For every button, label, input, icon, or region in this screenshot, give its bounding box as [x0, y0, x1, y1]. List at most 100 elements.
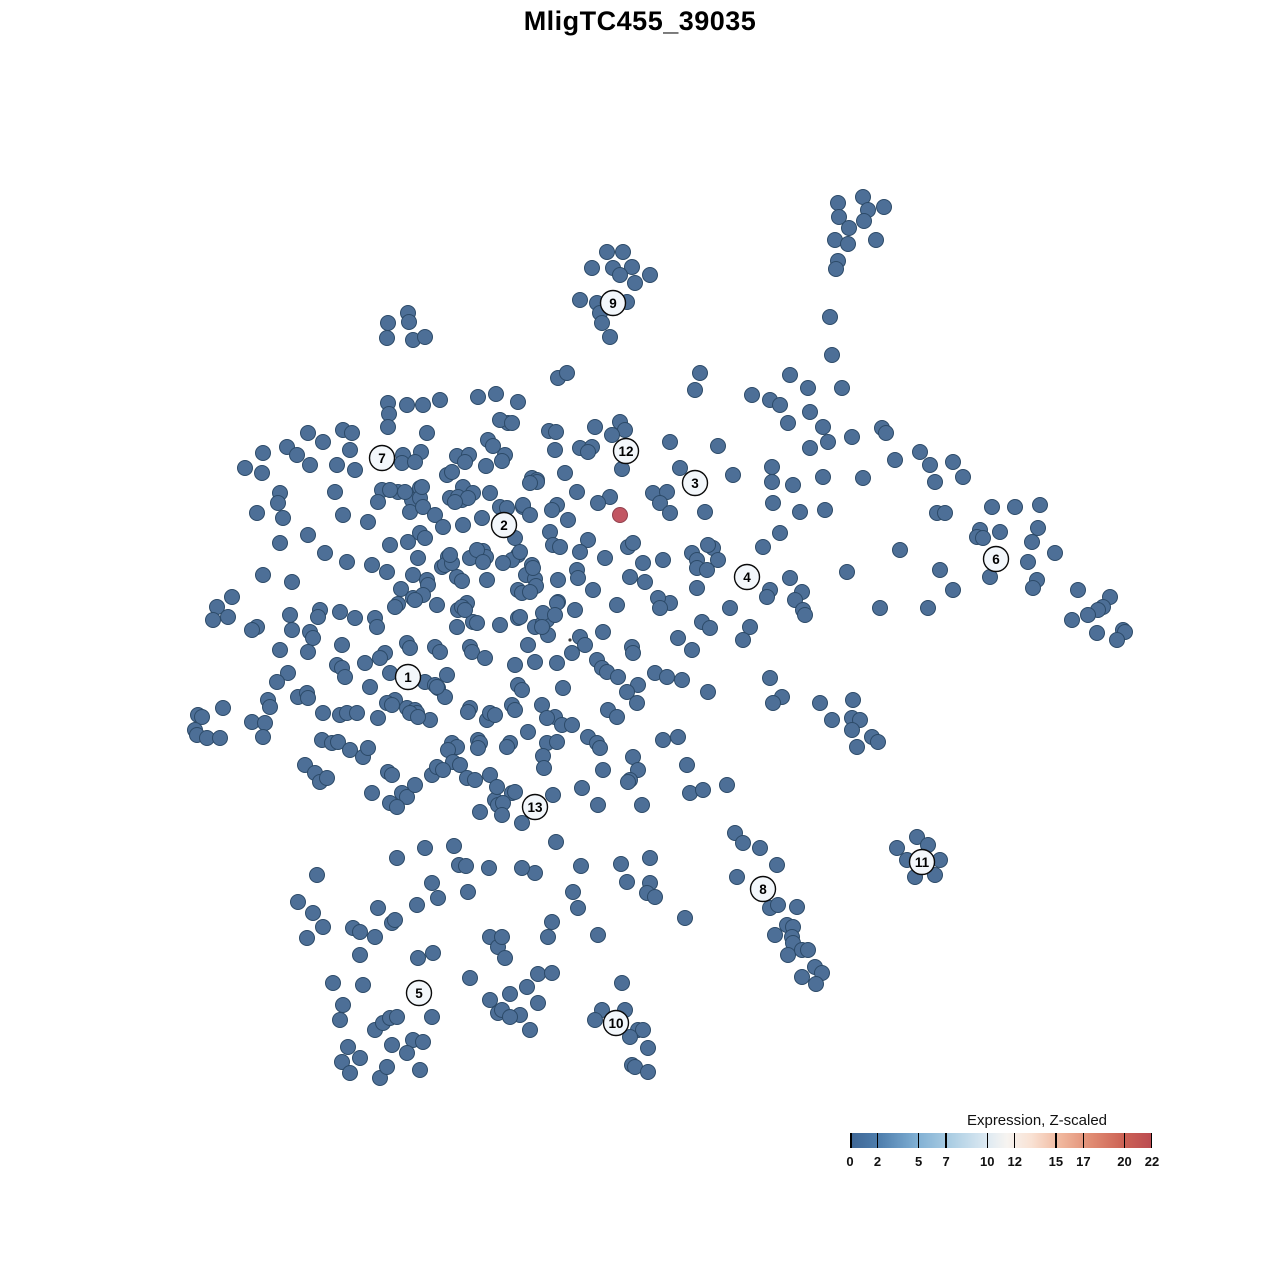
data-point — [1064, 612, 1080, 628]
data-point — [662, 434, 678, 450]
data-point — [315, 434, 331, 450]
data-point — [544, 965, 560, 981]
data-point — [335, 997, 351, 1013]
data-point — [455, 517, 471, 533]
cluster-label-text: 11 — [915, 855, 930, 870]
cluster-label-text: 6 — [992, 552, 1000, 567]
data-point — [872, 600, 888, 616]
data-point — [405, 567, 421, 583]
data-point — [478, 458, 494, 474]
data-point — [687, 382, 703, 398]
data-point — [817, 502, 833, 518]
data-point — [570, 900, 586, 916]
data-point — [442, 547, 458, 563]
data-point — [522, 584, 538, 600]
data-point — [937, 505, 953, 521]
data-point — [319, 770, 335, 786]
data-point — [1020, 554, 1036, 570]
data-point — [599, 244, 615, 260]
data-point — [407, 454, 423, 470]
data-point — [372, 650, 388, 666]
data-point — [955, 469, 971, 485]
legend-tick-mark — [1123, 1133, 1126, 1148]
data-point — [194, 709, 210, 725]
data-point — [764, 459, 780, 475]
data-point — [280, 665, 296, 681]
data-point — [352, 1050, 368, 1066]
data-point — [382, 482, 398, 498]
data-point — [557, 465, 573, 481]
legend-tick-mark — [1082, 1133, 1085, 1148]
data-point — [409, 897, 425, 913]
data-point — [534, 619, 550, 635]
data-point — [489, 779, 505, 795]
data-point — [767, 927, 783, 943]
data-point — [362, 679, 378, 695]
data-point — [945, 454, 961, 470]
data-point — [454, 573, 470, 589]
data-point — [446, 838, 462, 854]
data-point — [613, 856, 629, 872]
data-point — [364, 785, 380, 801]
data-point — [984, 499, 1000, 515]
data-point — [389, 1009, 405, 1025]
data-point — [548, 424, 564, 440]
data-point — [355, 977, 371, 993]
data-point — [269, 674, 285, 690]
data-point — [457, 454, 473, 470]
data-point — [412, 1062, 428, 1078]
data-point — [627, 275, 643, 291]
data-point — [587, 419, 603, 435]
data-point — [494, 453, 510, 469]
data-point — [729, 869, 745, 885]
data-point — [590, 797, 606, 813]
data-point — [619, 874, 635, 890]
data-point — [290, 894, 306, 910]
data-point — [494, 807, 510, 823]
data-point — [399, 789, 415, 805]
data-point — [655, 732, 671, 748]
data-point — [284, 622, 300, 638]
data-point — [389, 850, 405, 866]
data-point — [492, 617, 508, 633]
data-point — [257, 715, 273, 731]
data-point — [429, 597, 445, 613]
data-point — [310, 609, 326, 625]
data-point — [610, 669, 626, 685]
data-point — [577, 637, 593, 653]
data-point — [544, 914, 560, 930]
data-point — [695, 782, 711, 798]
data-point — [640, 1064, 656, 1080]
cluster-label-text: 10 — [608, 1016, 623, 1031]
data-point — [284, 574, 300, 590]
legend-tick-mark — [945, 1133, 947, 1148]
data-point — [780, 415, 796, 431]
data-point — [430, 890, 446, 906]
data-point — [565, 884, 581, 900]
data-point — [530, 966, 546, 982]
data-point — [670, 630, 686, 646]
data-point — [327, 484, 343, 500]
data-point — [499, 739, 515, 755]
data-point — [379, 1059, 395, 1075]
data-point — [637, 574, 653, 590]
data-point — [744, 387, 760, 403]
data-point — [659, 669, 675, 685]
data-point — [482, 485, 498, 501]
data-point — [642, 850, 658, 866]
cluster-label-text: 2 — [500, 518, 508, 533]
data-point — [549, 734, 565, 750]
cluster-label-text: 9 — [609, 296, 617, 311]
data-point — [759, 589, 775, 605]
data-point — [697, 504, 713, 520]
data-point — [369, 619, 385, 635]
data-point — [255, 729, 271, 745]
data-point — [625, 645, 641, 661]
data-point — [640, 1040, 656, 1056]
cluster-label-circle — [599, 289, 627, 317]
cluster-label-circle — [394, 663, 422, 691]
data-point — [624, 259, 640, 275]
data-point — [332, 1012, 348, 1028]
legend-tick-label: 0 — [846, 1154, 854, 1169]
data-point — [482, 767, 498, 783]
